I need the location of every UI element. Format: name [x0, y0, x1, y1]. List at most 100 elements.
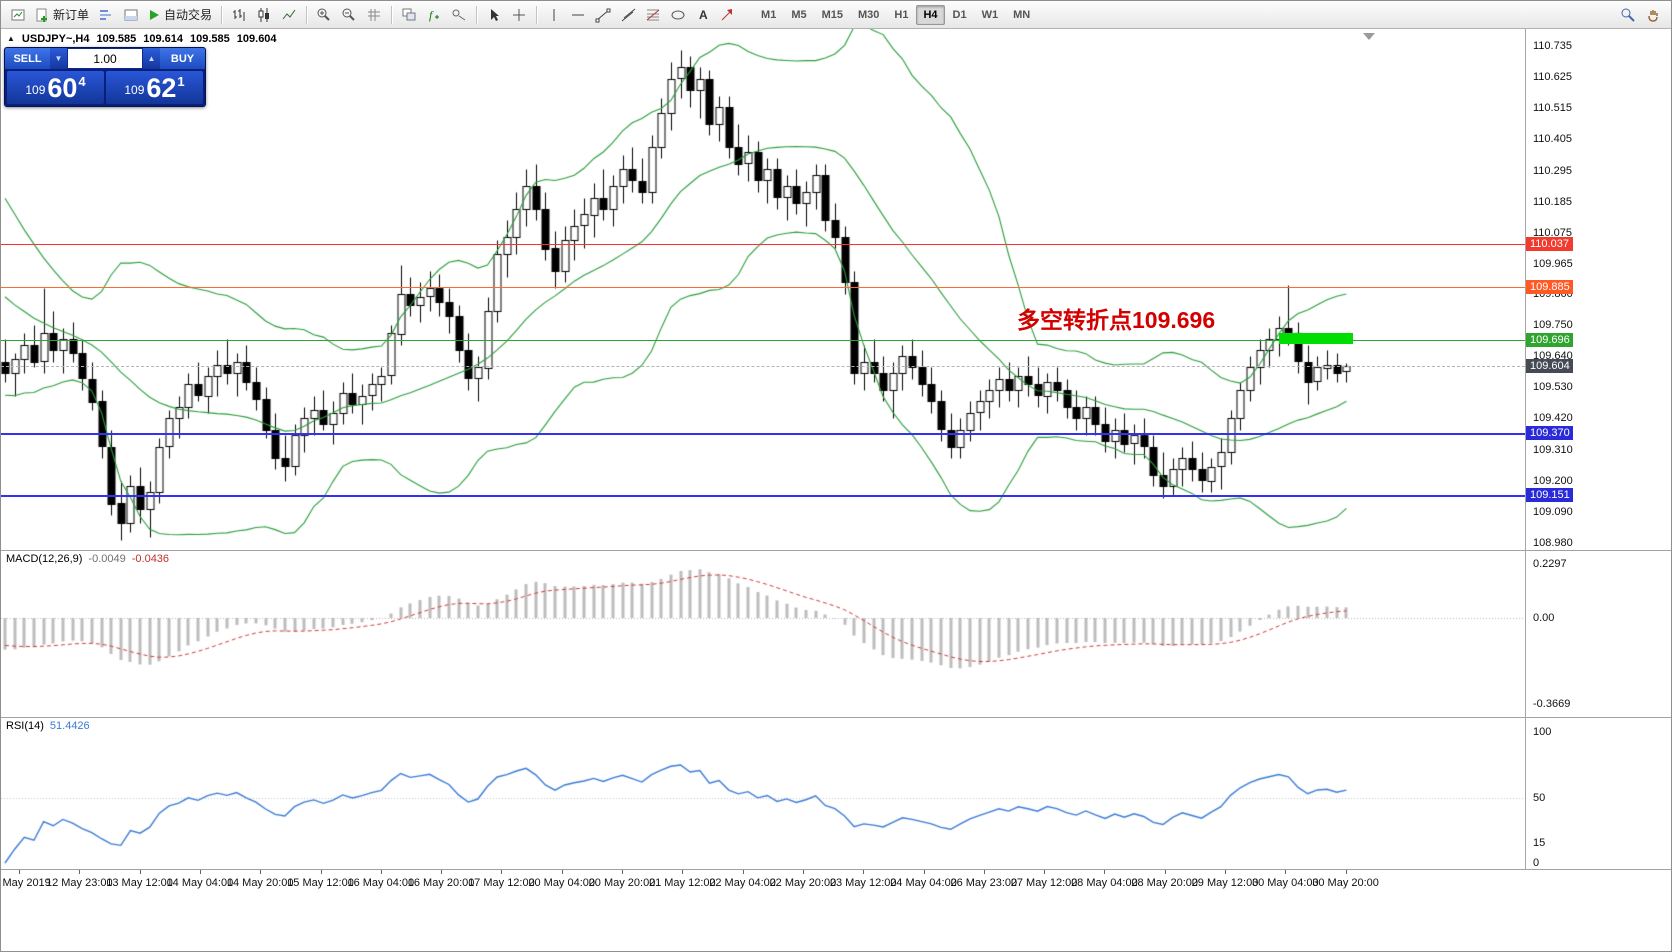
timeframe-toolbar: M1 M5 M15 M30 H1 H4 D1 W1 MN	[754, 4, 1037, 25]
price-axis-label: 110.515	[1533, 102, 1572, 114]
rsi-axis-label: 100	[1533, 726, 1552, 738]
chart-window-icon[interactable]	[6, 4, 30, 26]
timeframe-h4[interactable]: H4	[916, 4, 945, 25]
sell-button[interactable]: SELL	[5, 48, 50, 69]
toolbar-separator	[306, 5, 308, 24]
timeframe-d1[interactable]: D1	[952, 8, 967, 21]
timeframe-mn[interactable]: MN	[1013, 8, 1031, 21]
timeframe-m5[interactable]: M5	[791, 8, 807, 21]
turning-point-highlight[interactable]	[1279, 333, 1353, 344]
macd-canvas[interactable]	[1, 551, 1525, 717]
line-chart-icon[interactable]	[277, 4, 301, 26]
timeframe-m15[interactable]: M15	[821, 8, 843, 21]
price-axis-label: 110.185	[1533, 196, 1572, 208]
time-axis-label: 20 May 20:00	[588, 877, 656, 889]
price-axis-label: 110.625	[1533, 71, 1572, 83]
bid-price-line	[1, 366, 1525, 367]
time-axis-label: 16 May 04:00	[347, 877, 415, 889]
time-axis-label: 13 May 12:00	[106, 877, 173, 889]
level-line-110.037[interactable]	[1, 244, 1525, 245]
volume-input[interactable]	[67, 48, 143, 69]
chart-shift-marker[interactable]	[1363, 33, 1375, 40]
macd-axis-label: 0.2297	[1533, 558, 1567, 570]
svg-text:A: A	[699, 8, 708, 22]
volume-up-button[interactable]: ▲	[143, 48, 160, 69]
main-chart-panel[interactable]: ▲ USDJPY~,H4 109.585 109.614 109.585 109…	[1, 29, 1525, 550]
time-axis-tick	[863, 870, 864, 874]
search-icon[interactable]	[1616, 4, 1640, 26]
time-axis-label: 22 May 04:00	[709, 877, 776, 889]
buy-button[interactable]: BUY	[160, 48, 205, 69]
svg-text:f: f	[429, 8, 434, 22]
terminal-icon[interactable]	[119, 4, 143, 26]
time-axis-label: 10 May 2019	[1, 877, 51, 889]
shapes-icon[interactable]	[666, 4, 690, 26]
panel-splitter[interactable]	[1, 869, 1671, 870]
volume-down-button[interactable]: ▼	[50, 48, 67, 69]
level-line-109.696[interactable]	[1, 340, 1525, 341]
time-axis-tick	[260, 870, 261, 874]
time-axis-label: 27 May 12:00	[1010, 877, 1078, 889]
vertical-line-icon[interactable]	[542, 4, 565, 26]
time-axis-tick	[140, 870, 141, 874]
zoom-in-icon[interactable]	[312, 4, 336, 26]
level-badge-109.885: 109.885	[1526, 280, 1573, 294]
price-axis-label: 109.965	[1533, 258, 1573, 270]
timeframe-h1[interactable]: H1	[894, 8, 909, 21]
symbol-period: USDJPY~,H4	[21, 33, 90, 45]
price-axis[interactable]: 110.735 110.625 110.515 110.405 110.295 110.1…	[1525, 29, 1671, 870]
quote-low: 109.585	[190, 33, 230, 45]
new-order-button[interactable]: 新订单	[31, 4, 93, 26]
cursor-icon[interactable]	[482, 4, 506, 26]
time-axis-tick	[682, 870, 683, 874]
price-axis-label: 109.420	[1533, 412, 1573, 424]
grid-icon[interactable]	[362, 4, 386, 26]
buy-price[interactable]: 109 62 1	[106, 71, 203, 104]
time-axis-tick	[1285, 870, 1286, 874]
time-axis-tick	[381, 870, 382, 874]
fibonacci-icon[interactable]	[641, 4, 665, 26]
panel-splitter[interactable]	[1, 550, 1671, 551]
indicators-icon[interactable]: f	[422, 4, 446, 26]
sell-price[interactable]: 109 60 4	[7, 71, 104, 104]
price-axis-label: 110.075	[1533, 227, 1572, 239]
arrows-icon[interactable]	[715, 4, 739, 26]
channel-icon[interactable]	[616, 4, 640, 26]
time-axis-label: 20 May 04:00	[528, 877, 596, 889]
time-axis-tick	[984, 870, 985, 874]
candlestick-chart-icon[interactable]	[252, 4, 276, 26]
hand-icon[interactable]	[1642, 4, 1666, 26]
time-axis-label: 16 May 20:00	[407, 877, 475, 889]
crosshair-icon[interactable]	[507, 4, 531, 26]
price-axis-label: 109.310	[1533, 444, 1573, 456]
timeframe-m30[interactable]: M30	[858, 8, 880, 21]
new-order-icon	[36, 8, 47, 22]
level-line-109.885[interactable]	[1, 287, 1525, 288]
market-depth-icon[interactable]	[94, 4, 118, 26]
auto-trading-button[interactable]: 自动交易	[144, 4, 216, 26]
objects-list-icon[interactable]	[447, 4, 471, 26]
turning-point-annotation[interactable]: 多空转折点109.696	[1017, 307, 1216, 333]
rsi-label: RSI(14) 51.4426	[6, 720, 90, 732]
zoom-out-icon[interactable]	[337, 4, 361, 26]
text-icon[interactable]: A	[691, 4, 714, 26]
rsi-canvas[interactable]	[1, 718, 1525, 869]
timeframe-w1[interactable]: W1	[981, 8, 999, 21]
price-axis-label: 109.200	[1533, 475, 1573, 487]
panel-splitter[interactable]	[1, 717, 1671, 718]
trendline-icon[interactable]	[591, 4, 615, 26]
toolbar-right-group	[1616, 4, 1666, 26]
horizontal-line-icon[interactable]	[566, 4, 590, 26]
level-line-109.151[interactable]	[1, 495, 1525, 497]
time-axis-label: 30 May 20:00	[1312, 877, 1379, 889]
tile-windows-icon[interactable]	[397, 4, 421, 26]
timeframe-m1[interactable]: M1	[761, 8, 777, 21]
time-axis-tick	[19, 870, 20, 874]
candlestick-chart-canvas[interactable]	[1, 29, 1525, 550]
bar-chart-icon[interactable]	[227, 4, 251, 26]
level-line-109.370[interactable]	[1, 433, 1525, 435]
time-axis-label: 15 May 12:00	[287, 877, 354, 889]
